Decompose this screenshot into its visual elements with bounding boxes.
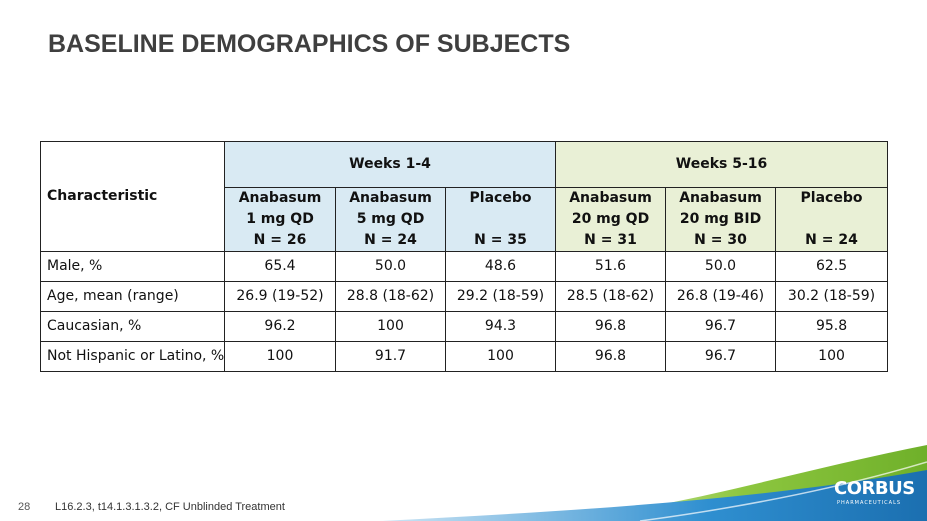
table-cell: 28.8 (18-62) <box>335 281 446 312</box>
table-cell: 100 <box>224 341 336 372</box>
column-header: Anabasum 20 mg BID N = 30 <box>665 187 777 252</box>
corbus-logo-subtext: PHARMACEUTICALS <box>837 500 902 506</box>
column-header-line: N = 35 <box>474 232 527 248</box>
table-cell: 96.8 <box>555 311 667 342</box>
column-header-line: 5 mg QD <box>356 211 425 227</box>
corbus-logo: CORBUS <box>834 478 915 499</box>
table-cell: 100 <box>775 341 889 372</box>
slide-title: BASELINE DEMOGRAPHICS OF SUBJECTS <box>48 30 571 58</box>
column-header-row: Anabasum 1 mg QD N = 26 Anabasum 5 mg QD… <box>41 187 889 252</box>
column-header: Placebo N = 24 <box>775 187 889 252</box>
wave-highlight <box>639 461 927 521</box>
table-cell: 65.4 <box>224 251 336 282</box>
column-header-line: Anabasum <box>569 190 652 206</box>
demographics-table: Characteristic Weeks 1-4 Weeks 5-16 Anab… <box>40 141 889 372</box>
footnote: L16.2.3, t14.1.3.1.3.2, CF Unblinded Tre… <box>55 501 285 513</box>
column-header-line: Anabasum <box>679 190 762 206</box>
column-header: Anabasum 20 mg QD N = 31 <box>555 187 667 252</box>
table-cell: 96.7 <box>665 341 777 372</box>
column-header-line: Anabasum <box>238 190 322 206</box>
column-header: Placebo N = 35 <box>444 187 557 252</box>
table-cell: 100 <box>444 341 557 372</box>
column-header-line: Anabasum <box>349 190 432 206</box>
row-label: Male, % <box>40 251 225 282</box>
column-header-line: N = 26 <box>253 232 307 248</box>
wave-blue <box>380 470 927 521</box>
table-cell: 26.8 (19-46) <box>665 281 777 312</box>
table-cell: 26.9 (19-52) <box>224 281 336 312</box>
column-header-line: N = 31 <box>584 232 637 248</box>
column-header-line: Placebo <box>469 190 532 206</box>
column-header-line: Placebo <box>800 190 863 206</box>
table-cell: 51.6 <box>555 251 667 282</box>
column-header-line: N = 24 <box>805 232 858 248</box>
table-cell: 62.5 <box>775 251 889 282</box>
group-header-weeks-1-4: Weeks 1-4 <box>223 141 557 188</box>
column-header-line: 20 mg BID <box>679 211 762 227</box>
table-row: Not Hispanic or Latino, % 100 91.7 100 9… <box>40 341 889 372</box>
table-cell: 28.5 (18-62) <box>555 281 667 312</box>
column-header-line: 20 mg QD <box>571 211 650 227</box>
column-header-line: 1 mg QD <box>246 211 314 227</box>
group-header-weeks-5-16: Weeks 5-16 <box>555 141 889 188</box>
table-cell: 91.7 <box>335 341 446 372</box>
row-label: Not Hispanic or Latino, % <box>40 341 225 372</box>
table-cell: 94.3 <box>444 311 557 342</box>
characteristic-header: Characteristic <box>40 141 225 252</box>
column-header-line: N = 24 <box>364 232 417 248</box>
column-header-line: N = 30 <box>694 232 747 248</box>
page-number: 28 <box>18 501 31 513</box>
column-header: Anabasum 1 mg QD N = 26 <box>224 187 336 252</box>
group-header-row: Characteristic Weeks 1-4 Weeks 5-16 <box>40 141 889 252</box>
column-header: Anabasum 5 mg QD N = 24 <box>335 187 446 252</box>
table-cell: 30.2 (18-59) <box>775 281 889 312</box>
